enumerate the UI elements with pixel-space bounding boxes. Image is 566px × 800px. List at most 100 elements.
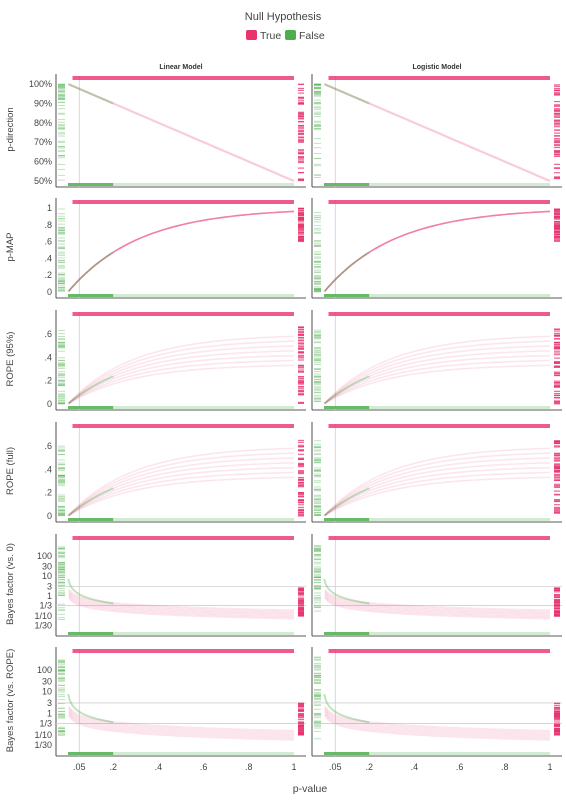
facet-panel: [311, 198, 562, 299]
y-tick-label: .6: [44, 237, 52, 247]
rug-top-true: [72, 424, 295, 428]
rug-top-true: [72, 312, 295, 316]
trace-true: [68, 711, 295, 738]
facet-panel: [311, 422, 562, 523]
trace-true: [324, 210, 551, 292]
y-axis-label: p-direction: [5, 107, 16, 151]
trace-true: [324, 210, 551, 292]
trace-true: [68, 345, 295, 404]
trace-true: [324, 462, 551, 517]
y-tick-label: 1/30: [34, 621, 52, 631]
y-tick-label: .2: [44, 376, 52, 386]
y-tick-label: 10: [42, 571, 52, 581]
legend-label-false: False: [299, 30, 325, 42]
trace-true: [68, 210, 295, 292]
y-tick-label: 1/30: [34, 740, 52, 750]
rug-top-true: [72, 76, 295, 80]
y-axis-label: ROPE (full): [5, 447, 16, 495]
trace-true: [68, 597, 295, 620]
rug-top-true: [328, 200, 550, 204]
trace-true: [324, 591, 551, 614]
trace-true: [68, 714, 294, 741]
trace-true: [324, 354, 551, 405]
rug-top-true: [328, 76, 550, 80]
rug-bottom-false-tail: [113, 294, 294, 297]
facet-panel: [311, 534, 562, 637]
y-tick-label: 70%: [34, 137, 52, 147]
trace-true: [68, 466, 295, 517]
trace-true: [324, 596, 550, 619]
y-tick-label: .4: [44, 352, 52, 362]
trace-true: [324, 364, 550, 405]
trace-true: [324, 710, 551, 737]
y-tick-label: 100: [37, 665, 52, 675]
trace-true: [68, 452, 295, 516]
legend-swatch-false: [285, 30, 296, 40]
y-tick-label: .8: [44, 220, 52, 230]
facet-panel: [311, 647, 562, 757]
trace-true: [68, 593, 295, 616]
facet-panel: [311, 74, 562, 188]
trace-true: [324, 594, 551, 617]
trace-true: [68, 350, 295, 405]
y-tick-label: 60%: [34, 157, 52, 167]
trace-true: [324, 340, 551, 404]
trace-true: [68, 210, 295, 292]
rug-bottom-false-tail: [113, 752, 294, 755]
trace-true: [324, 335, 551, 404]
trace-true: [324, 471, 551, 517]
trace-false: [67, 251, 114, 293]
y-tick-label: 3: [47, 698, 52, 708]
rug-bottom-false-tail: [369, 518, 550, 521]
trace-true: [324, 452, 551, 516]
rug-top-true: [328, 312, 550, 316]
trace-true: [324, 345, 551, 404]
y-tick-label: 80%: [34, 118, 52, 128]
rug-bottom-false: [324, 632, 370, 635]
trace-false: [323, 375, 370, 405]
legend: Null Hypothesis True False: [245, 11, 325, 42]
trace-true: [68, 476, 294, 517]
x-tick-label: .05: [329, 762, 342, 772]
x-tick-label: .2: [365, 762, 373, 772]
trace-true: [68, 447, 295, 516]
trace-true: [324, 457, 551, 516]
y-tick-label: 100: [37, 551, 52, 561]
rug-bottom-false-tail: [369, 183, 550, 186]
trace-false: [67, 83, 114, 105]
rug-top-true: [72, 649, 295, 653]
rug-bottom-false: [68, 632, 114, 635]
trace-false: [323, 578, 370, 605]
trace-true: [68, 471, 295, 517]
x-axis: .05 .2 .4 .6 .8 1 .05 .2 .4 .6 .8 1: [73, 762, 552, 772]
rug-bottom-false-tail: [113, 406, 294, 409]
rug-bottom-false: [324, 406, 370, 409]
y-tick-label: 10: [42, 687, 52, 697]
trace-true: [324, 210, 551, 292]
facet-panel: [55, 647, 306, 757]
y-tick-label: 0: [47, 511, 52, 521]
facet-panel: [55, 198, 306, 299]
y-tick-label: .6: [44, 329, 52, 339]
trace-true: [68, 210, 295, 292]
trace-true: [324, 597, 551, 620]
rug-bottom-false: [68, 518, 114, 521]
trace-true: [68, 340, 295, 404]
y-tick-label: 0: [47, 287, 52, 297]
trace-true: [324, 466, 551, 517]
trace-true: [324, 210, 551, 292]
trace-true: [68, 354, 295, 405]
y-tick-label: 1: [47, 708, 52, 718]
trace-true: [324, 714, 550, 741]
rug-top-true: [72, 200, 295, 204]
trace-true: [68, 83, 295, 183]
rug-bottom-false: [324, 183, 370, 186]
rug-bottom-false-tail: [113, 518, 294, 521]
trace-true: [68, 210, 295, 292]
trace-true: [68, 462, 295, 517]
trace-true: [324, 83, 551, 183]
trace-true: [68, 210, 295, 292]
rug-top-true: [72, 536, 295, 540]
trace-true: [324, 711, 551, 738]
rug-top-true: [328, 424, 550, 428]
